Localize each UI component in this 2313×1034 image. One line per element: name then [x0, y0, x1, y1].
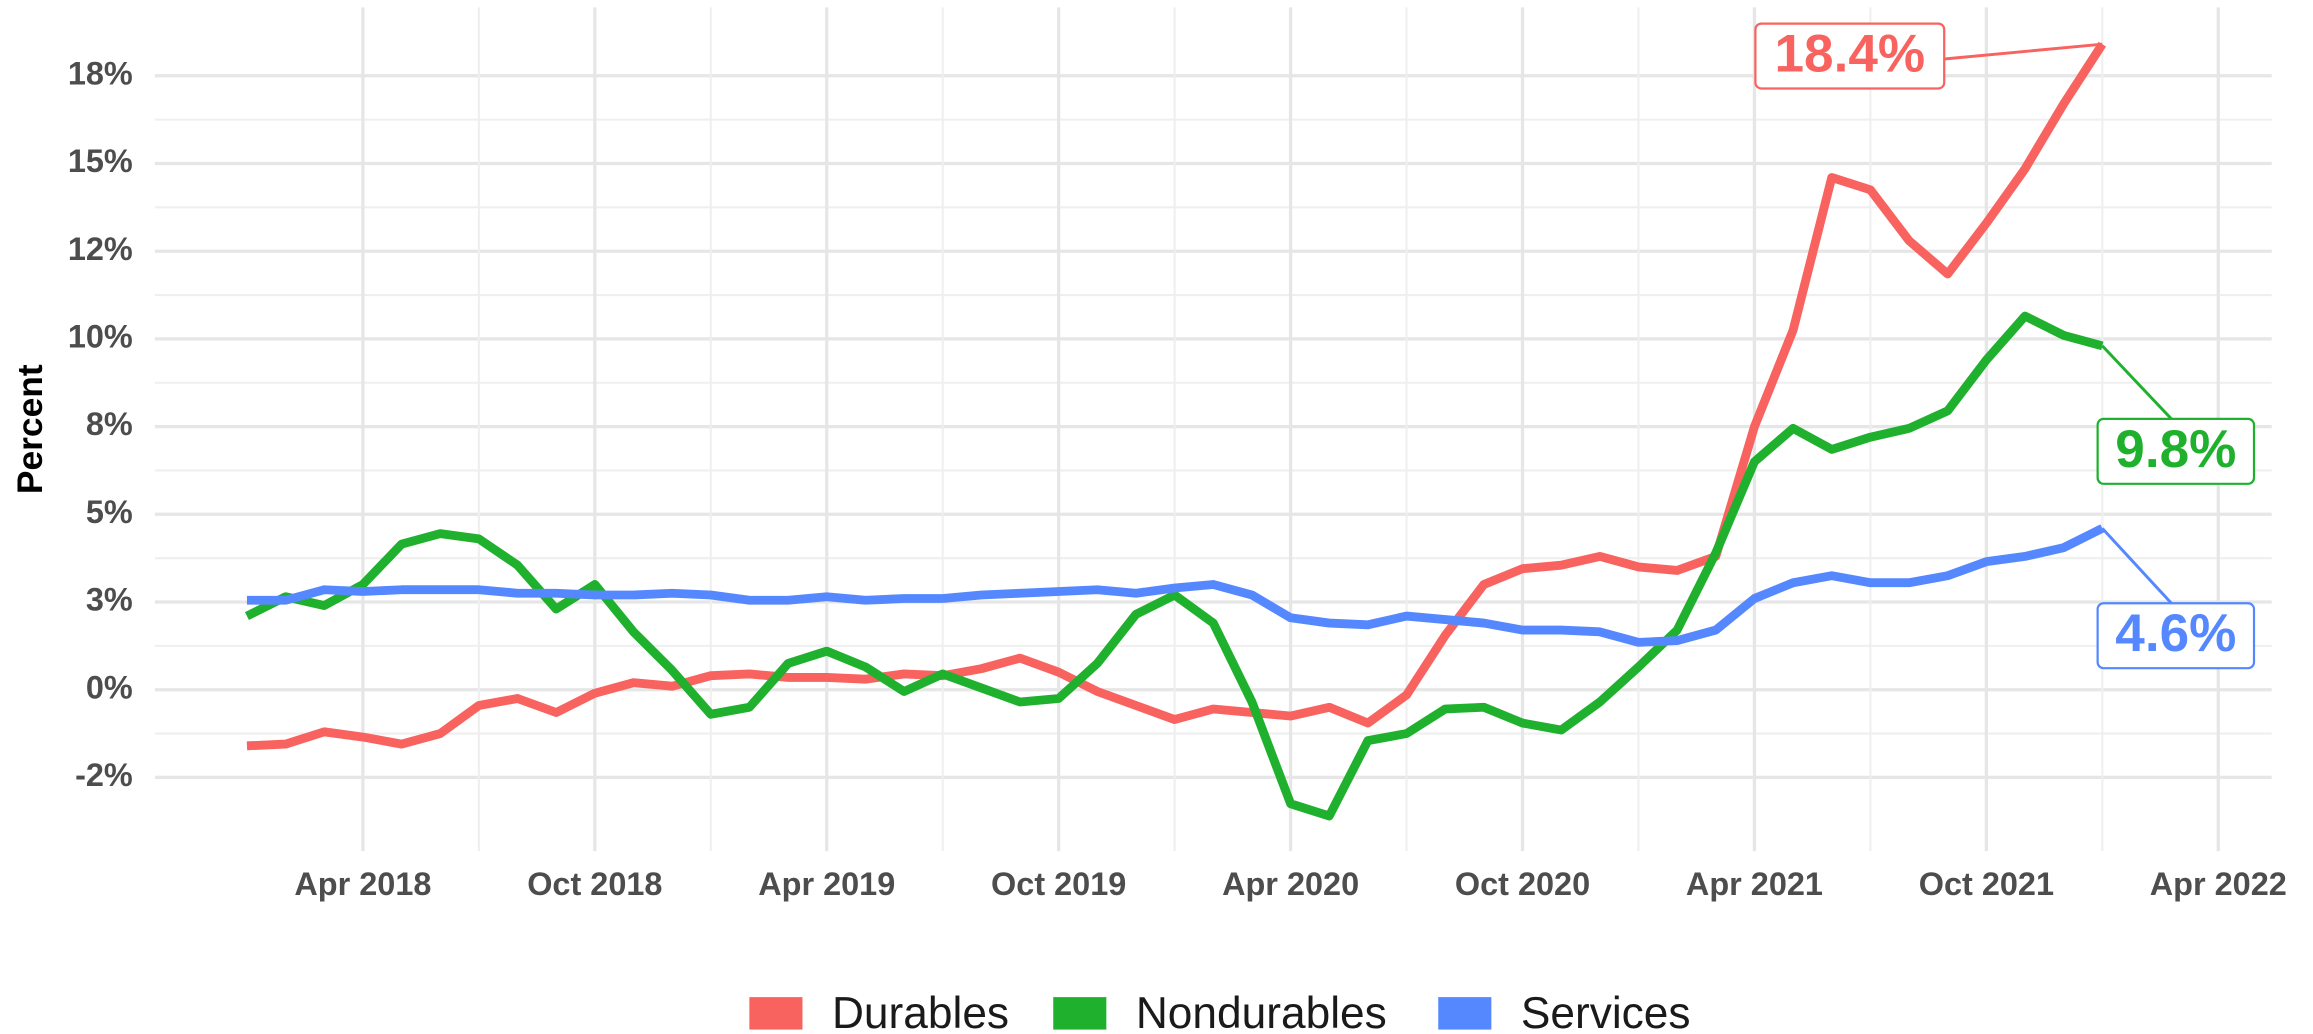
y-tick-label: -2%: [75, 757, 133, 793]
data-line: [246, 524, 2105, 647]
legend-swatch: [749, 997, 803, 1030]
legend-swatch: [1438, 997, 1492, 1030]
label-leader: [2101, 344, 2173, 420]
label-leader: [1944, 42, 2103, 61]
y-tick-label: 10%: [68, 318, 133, 354]
y-tick-label: 8%: [86, 406, 133, 442]
x-tick-label: Apr 2018: [294, 866, 431, 902]
x-tick-label: Apr 2019: [758, 866, 895, 902]
x-tick-label: Apr 2022: [2150, 866, 2287, 902]
end-label: 9.8%: [2115, 420, 2236, 479]
legend-label: Services: [1521, 989, 1691, 1034]
x-tick-label: Apr 2021: [1686, 866, 1823, 902]
label-box: [2096, 417, 2256, 485]
y-tick-label: 3%: [86, 582, 133, 618]
x-tick-label: Apr 2020: [1222, 866, 1359, 902]
y-axis-label: Percent: [10, 364, 50, 494]
legend-label: Nondurables: [1136, 989, 1387, 1034]
end-label: 18.4%: [1775, 25, 1926, 84]
x-tick-label: Oct 2018: [527, 866, 662, 902]
data-line: [244, 311, 2104, 821]
y-tick-label: 15%: [68, 143, 133, 179]
label-box: [2096, 602, 2256, 670]
x-tick-label: Oct 2021: [1919, 866, 2054, 902]
x-tick-label: Oct 2019: [991, 866, 1126, 902]
label-leader: [2101, 527, 2173, 605]
legend-swatch: [1053, 997, 1107, 1030]
legend-label: Durables: [832, 989, 1009, 1034]
x-tick-label: Oct 2020: [1455, 866, 1590, 902]
y-tick-label: 0%: [86, 669, 133, 705]
label-box: [1754, 22, 1946, 90]
y-tick-label: 18%: [68, 55, 133, 91]
data-line: [246, 41, 2107, 751]
y-tick-label: 5%: [86, 494, 133, 530]
y-tick-label: 12%: [68, 231, 133, 267]
end-label: 4.6%: [2115, 604, 2236, 663]
